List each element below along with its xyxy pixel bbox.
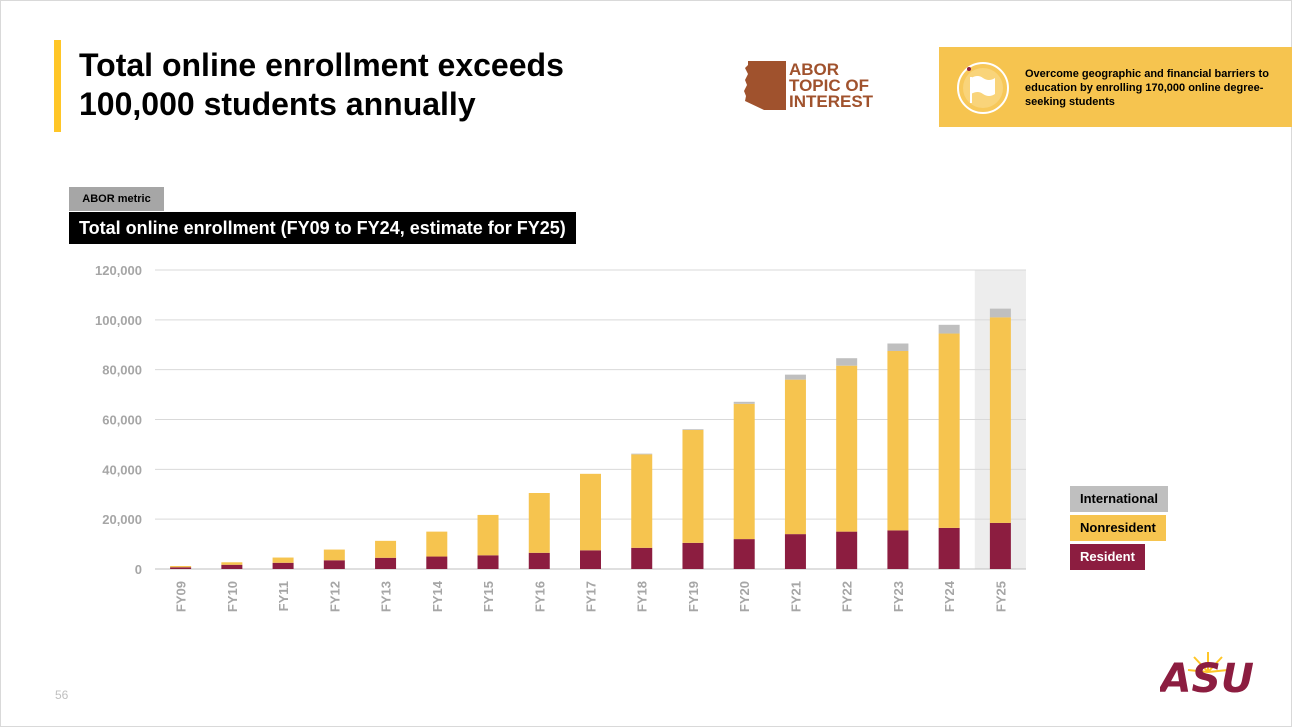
bar-resident-fy19 <box>682 542 704 569</box>
x-tick-label: FY09 <box>174 581 189 612</box>
bar-nonresident-fy09 <box>170 566 192 568</box>
y-tick-label: 100,000 <box>95 313 142 328</box>
y-tick-label: 0 <box>135 562 142 577</box>
legend-resident: Resident <box>1070 544 1145 570</box>
slide-title: Total online enrollment exceeds 100,000 … <box>79 46 564 124</box>
x-tick-label: FY22 <box>840 581 855 612</box>
x-tick-label: FY15 <box>481 581 496 612</box>
y-tick-label: 60,000 <box>102 413 142 428</box>
y-tick-label: 40,000 <box>102 462 142 477</box>
y-tick-label: 80,000 <box>102 363 142 378</box>
bar-resident-fy13 <box>375 557 397 569</box>
title-line-1: Total online enrollment exceeds <box>79 47 564 83</box>
bar-international-fy25 <box>989 308 1011 318</box>
bar-nonresident-fy25 <box>989 317 1011 523</box>
bar-nonresident-fy23 <box>887 350 909 531</box>
abor-badge-line-3: INTEREST <box>789 92 874 111</box>
bar-resident-fy12 <box>323 560 345 569</box>
abor-badge-line-2: TOPIC OF <box>789 76 869 95</box>
x-tick-label: FY18 <box>635 581 650 612</box>
bar-resident-fy25 <box>989 522 1011 569</box>
x-tick-label: FY13 <box>379 581 394 612</box>
asu-logo-text: ASU <box>1160 656 1254 696</box>
x-tick-label: FY24 <box>942 580 957 612</box>
goal-text: Overcome geographic and financial barrie… <box>1025 68 1269 108</box>
x-tick-label: FY14 <box>430 580 445 612</box>
bar-nonresident-fy14 <box>426 531 448 557</box>
bar-resident-fy14 <box>426 556 448 569</box>
bar-resident-fy11 <box>272 562 294 569</box>
x-tick-label: FY16 <box>532 581 547 612</box>
page-number: 56 <box>55 688 69 702</box>
bar-nonresident-fy11 <box>272 557 294 563</box>
bar-nonresident-fy22 <box>836 365 858 532</box>
x-tick-label: FY10 <box>225 581 240 612</box>
bar-international-fy22 <box>836 358 858 366</box>
bar-resident-fy15 <box>477 555 499 569</box>
bar-nonresident-fy20 <box>733 403 755 540</box>
bar-resident-fy24 <box>938 527 960 569</box>
x-tick-label: FY19 <box>686 581 701 612</box>
bar-international-fy23 <box>887 343 909 351</box>
bar-nonresident-fy21 <box>784 379 806 535</box>
bar-nonresident-fy18 <box>631 454 653 548</box>
abor-badge-line-1: ABOR <box>789 60 840 79</box>
bar-resident-fy18 <box>631 547 653 569</box>
bar-resident-fy23 <box>887 530 909 569</box>
bar-resident-fy22 <box>836 531 858 569</box>
goal-callout: Overcome geographic and financial barrie… <box>939 47 1292 127</box>
x-tick-label: FY21 <box>788 581 803 612</box>
x-tick-label: FY23 <box>891 581 906 612</box>
y-tick-label: 20,000 <box>102 512 142 527</box>
x-tick-label: FY11 <box>276 581 291 611</box>
bar-international-fy18 <box>631 453 653 455</box>
bar-resident-fy09 <box>170 567 192 569</box>
abor-metric-tag: ABOR metric <box>69 187 164 211</box>
legend-international: International <box>1070 486 1169 512</box>
x-tick-label: FY17 <box>584 581 599 612</box>
bar-nonresident-fy24 <box>938 333 960 528</box>
bar-resident-fy10 <box>221 564 243 569</box>
chart-title: Total online enrollment (FY09 to FY24, e… <box>69 212 576 244</box>
bar-nonresident-fy12 <box>323 549 345 561</box>
title-line-2: 100,000 students annually <box>79 86 476 122</box>
bar-nonresident-fy13 <box>375 540 397 558</box>
enrollment-bar-chart: 0 20,000 40,000 60,000 80,000 100,000 120,000 F… <box>95 263 1026 612</box>
bar-nonresident-fy16 <box>528 493 550 553</box>
y-tick-label: 120,000 <box>95 263 142 278</box>
arizona-map-icon <box>744 61 786 110</box>
bar-nonresident-fy19 <box>682 429 704 543</box>
bar-resident-fy17 <box>580 550 601 569</box>
bar-resident-fy16 <box>528 552 550 569</box>
bar-international-fy24 <box>938 324 960 334</box>
legend-nonresident: Nonresident <box>1070 515 1166 541</box>
bar-resident-fy20 <box>733 539 755 569</box>
abor-topic-badge: ABOR TOPIC OF INTEREST <box>789 60 874 111</box>
asu-logo: ASU <box>1160 652 1254 696</box>
bar-international-fy20 <box>733 401 755 404</box>
x-tick-label: FY25 <box>993 581 1008 612</box>
bar-international-fy21 <box>784 374 806 380</box>
bar-resident-fy21 <box>784 534 806 569</box>
x-tick-label: FY12 <box>327 581 342 612</box>
bar-nonresident-fy10 <box>221 562 243 565</box>
bar-nonresident-fy15 <box>477 514 499 556</box>
title-accent-bar <box>54 40 61 132</box>
x-tick-label: FY20 <box>737 581 752 612</box>
bar-international-fy19 <box>682 429 704 430</box>
bar-nonresident-fy17 <box>580 473 601 551</box>
flag-icon <box>957 62 1009 114</box>
